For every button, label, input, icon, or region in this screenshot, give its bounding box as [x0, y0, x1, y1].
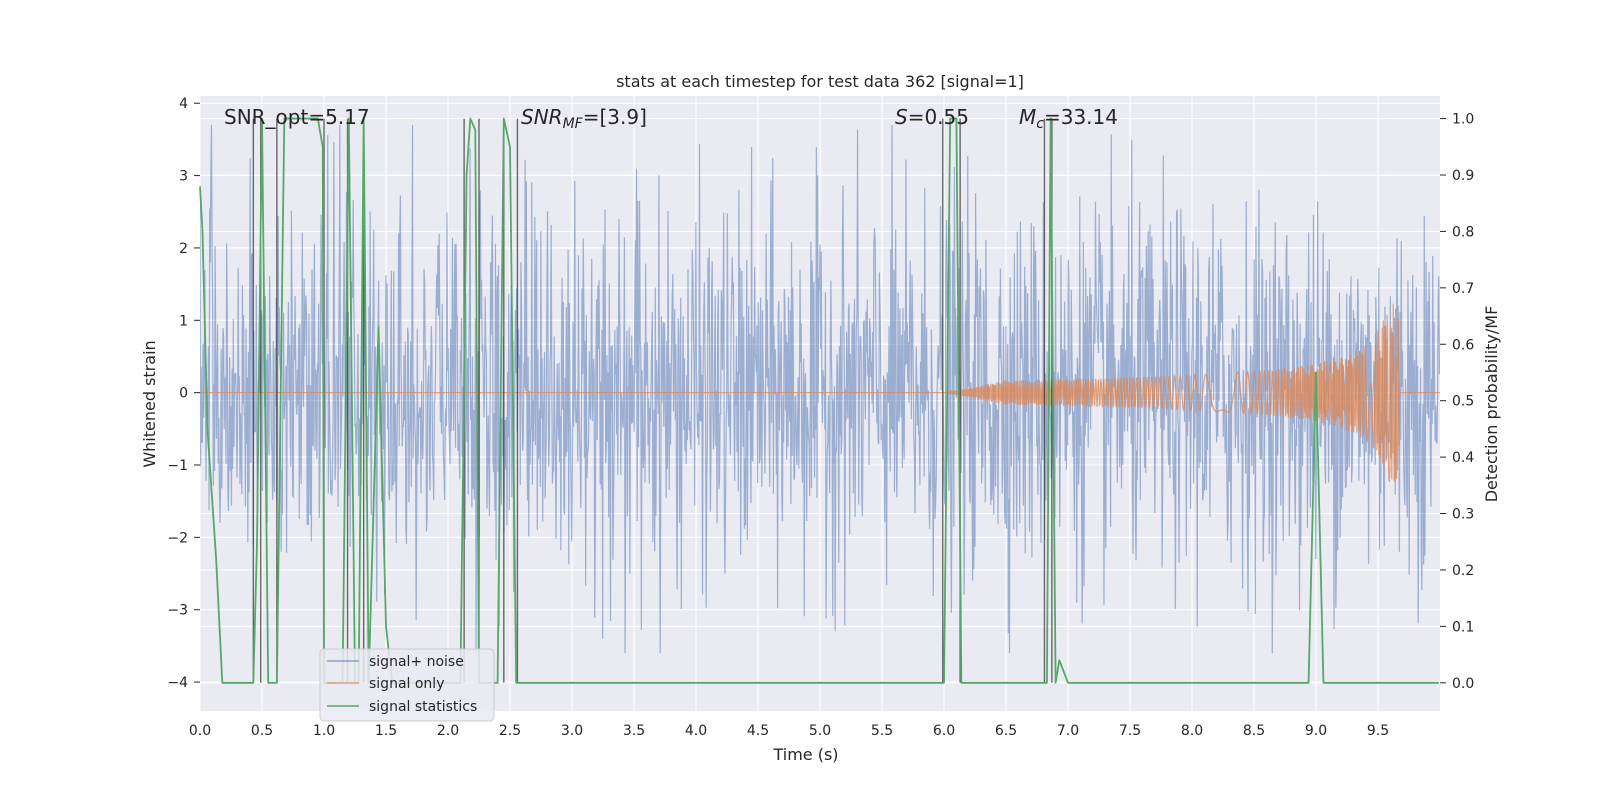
- y-left-axis-ticks: −4 −3 −2 −1 0 1 2 3 4: [167, 96, 200, 691]
- snr-mf-sub: MF: [563, 116, 584, 132]
- y-left-tick-label: −2: [167, 530, 188, 546]
- y-left-tick-label: −3: [167, 603, 188, 619]
- annotation-snr-opt: SNR_opt=5.17: [224, 105, 370, 129]
- legend-label-signal-statistics: signal statistics: [369, 699, 477, 715]
- y-right-tick-label: 0.6: [1452, 337, 1474, 353]
- y-left-tick-label: −1: [167, 458, 188, 474]
- snr-mf-main: SNR: [521, 105, 563, 129]
- y-left-tick-label: 3: [179, 169, 188, 185]
- chart-title: stats at each timestep for test data 362…: [616, 72, 1024, 91]
- x-tick-label: 0.0: [189, 723, 211, 739]
- x-tick-label: 4.5: [747, 723, 769, 739]
- y-left-axis-label: Whitened strain: [140, 340, 159, 467]
- y-right-tick-label: 0.0: [1452, 676, 1474, 692]
- y-left-tick-label: −4: [167, 675, 188, 691]
- x-tick-label: 5.0: [809, 723, 831, 739]
- y-right-tick-label: 0.5: [1452, 394, 1474, 410]
- x-tick-label: 2.0: [437, 723, 459, 739]
- x-axis-ticks: 0.0 0.5 1.0 1.5 2.0 2.5 3.0 3.5 4.0 4.5 5.0 5.5 6.0 6…: [189, 723, 1389, 739]
- y-right-axis-ticks: 0.0 0.1 0.2 0.3 0.4 0.5 0.6 0.7 0.8 0.9 1.0: [1440, 112, 1474, 692]
- annotation-s: S=0.55: [895, 105, 969, 129]
- y-right-tick-label: 0.4: [1452, 450, 1474, 466]
- signal-noise-series: [200, 124, 1440, 654]
- y-right-tick-label: 0.1: [1452, 619, 1474, 635]
- signal-only-series: [200, 303, 1440, 483]
- y-right-tick-label: 0.9: [1452, 168, 1474, 184]
- mc-main: M: [1019, 105, 1036, 129]
- y-right-tick-label: 0.8: [1452, 224, 1474, 240]
- x-tick-label: 5.5: [871, 723, 893, 739]
- x-tick-label: 4.0: [685, 723, 707, 739]
- signal-only-line: [200, 303, 1440, 483]
- annotation-mc: Mc=33.14: [1019, 105, 1118, 132]
- mc-value: =33.14: [1044, 105, 1118, 129]
- x-tick-label: 3.0: [561, 723, 583, 739]
- x-tick-label: 0.5: [251, 723, 273, 739]
- y-right-tick-label: 0.7: [1452, 281, 1474, 297]
- x-tick-label: 8.5: [1243, 723, 1265, 739]
- x-tick-label: 6.5: [995, 723, 1017, 739]
- signal-noise-line: [200, 124, 1440, 654]
- y-left-tick-label: 0: [179, 386, 188, 402]
- x-tick-label: 1.0: [313, 723, 335, 739]
- legend-box: [319, 648, 495, 722]
- legend-label-signal-only: signal only: [369, 676, 444, 692]
- snr-mf-value: =[3.9]: [583, 105, 647, 129]
- y-left-tick-label: 2: [179, 241, 188, 257]
- x-tick-label: 9.5: [1367, 723, 1389, 739]
- x-tick-label: 8.0: [1181, 723, 1203, 739]
- y-right-tick-label: 1.0: [1452, 112, 1474, 128]
- legend: signal+ noise signal only signal statist…: [319, 648, 495, 722]
- mc-sub: c: [1036, 116, 1044, 132]
- x-tick-label: 6.0: [933, 723, 955, 739]
- x-tick-label: 2.5: [499, 723, 521, 739]
- x-tick-label: 7.5: [1119, 723, 1141, 739]
- legend-label-signal-noise: signal+ noise: [369, 654, 464, 670]
- x-tick-label: 9.0: [1305, 723, 1327, 739]
- x-tick-label: 7.0: [1057, 723, 1079, 739]
- y-right-tick-label: 0.2: [1452, 563, 1474, 579]
- s-value: =0.55: [908, 105, 969, 129]
- annotation-snr-mf: SNRMF=[3.9]: [521, 105, 647, 132]
- s-main: S: [895, 105, 908, 129]
- y-right-tick-label: 0.3: [1452, 507, 1474, 523]
- x-axis-label: Time (s): [772, 745, 838, 764]
- y-left-tick-label: 1: [179, 313, 188, 329]
- x-tick-label: 1.5: [375, 723, 397, 739]
- x-tick-label: 3.5: [623, 723, 645, 739]
- y-right-axis-label: Detection probability/MF: [1482, 306, 1501, 503]
- y-left-tick-label: 4: [179, 96, 188, 112]
